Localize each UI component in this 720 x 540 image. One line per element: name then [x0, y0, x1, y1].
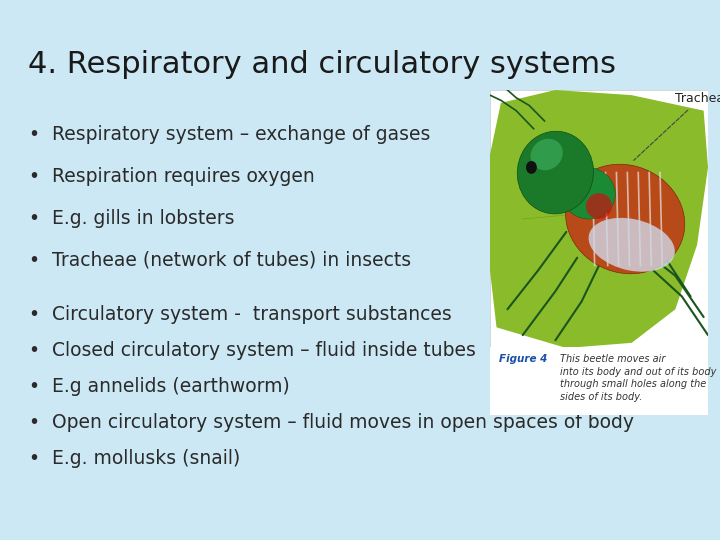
Text: •: •	[28, 449, 39, 468]
Text: Respiratory system – exchange of gases: Respiratory system – exchange of gases	[52, 125, 431, 144]
FancyBboxPatch shape	[490, 90, 708, 348]
Text: •: •	[28, 377, 39, 396]
Text: Respiration requires oxygen: Respiration requires oxygen	[52, 167, 315, 186]
Text: Open circulatory system – fluid moves in open spaces of body: Open circulatory system – fluid moves in…	[52, 413, 634, 432]
Text: This beetle moves air
into its body and out of its body
through small holes alon: This beetle moves air into its body and …	[559, 354, 716, 402]
Text: 4. Respiratory and circulatory systems: 4. Respiratory and circulatory systems	[28, 50, 616, 79]
Text: E.g. gills in lobsters: E.g. gills in lobsters	[52, 209, 235, 228]
Text: Circulatory system -  transport substances: Circulatory system - transport substance…	[52, 305, 451, 324]
Text: •: •	[28, 341, 39, 360]
Ellipse shape	[517, 131, 593, 214]
Text: •: •	[28, 251, 39, 270]
Text: E.g. mollusks (snail): E.g. mollusks (snail)	[52, 449, 240, 468]
Text: Tracheae (network of tubes) in insects: Tracheae (network of tubes) in insects	[52, 251, 411, 270]
Text: Closed circulatory system – fluid inside tubes: Closed circulatory system – fluid inside…	[52, 341, 476, 360]
Text: E.g annelids (earthworm): E.g annelids (earthworm)	[52, 377, 289, 396]
Text: •: •	[28, 167, 39, 186]
Ellipse shape	[588, 218, 675, 272]
Ellipse shape	[531, 139, 563, 170]
Text: •: •	[28, 125, 39, 144]
Text: •: •	[28, 209, 39, 228]
Text: •: •	[28, 413, 39, 432]
Text: Figure 4: Figure 4	[499, 354, 547, 364]
Polygon shape	[490, 90, 708, 348]
FancyBboxPatch shape	[490, 347, 708, 415]
Text: Trachea: Trachea	[634, 92, 720, 160]
Ellipse shape	[561, 167, 616, 219]
Ellipse shape	[566, 164, 685, 274]
Ellipse shape	[526, 161, 537, 174]
Text: •: •	[28, 305, 39, 324]
Ellipse shape	[586, 193, 612, 219]
